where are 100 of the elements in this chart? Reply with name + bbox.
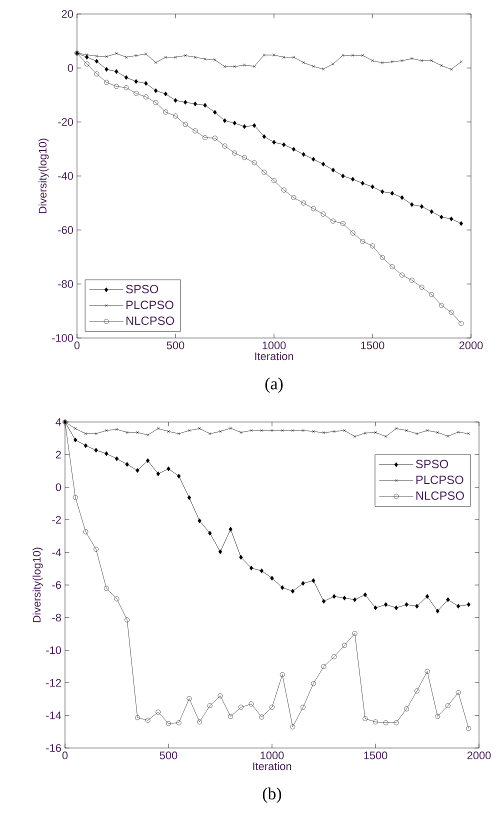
point [330, 218, 336, 224]
point [449, 216, 454, 222]
point [400, 195, 404, 200]
point [176, 720, 182, 726]
y-tick-label: -14 [46, 712, 62, 720]
point [218, 549, 222, 554]
point [136, 468, 140, 473]
point [361, 54, 364, 57]
point [94, 546, 99, 552]
point [320, 212, 326, 217]
point [310, 206, 316, 212]
point [232, 120, 236, 126]
point [291, 429, 294, 432]
point [394, 427, 398, 430]
point [281, 188, 286, 193]
point [390, 60, 394, 64]
x-tick-label: 2000 [467, 752, 491, 760]
y-tick-label: -2 [52, 516, 61, 524]
point [208, 432, 212, 436]
point [218, 693, 223, 698]
point [290, 588, 295, 594]
point [410, 202, 414, 208]
point [301, 200, 306, 206]
point [436, 430, 440, 434]
point [331, 168, 335, 172]
point [173, 114, 178, 119]
point [419, 284, 424, 290]
point [312, 156, 316, 162]
point [187, 495, 192, 500]
point [291, 195, 296, 200]
point [164, 92, 168, 96]
point [84, 61, 90, 66]
point [390, 190, 394, 196]
point [302, 152, 306, 157]
point [262, 54, 266, 56]
point [198, 427, 202, 430]
point [425, 594, 430, 599]
y-tick-label: -60 [58, 226, 74, 234]
point [197, 719, 202, 724]
legend-label: NLCPSO [126, 316, 174, 325]
point [446, 597, 450, 602]
point [202, 135, 208, 140]
point [204, 58, 207, 61]
point [192, 128, 198, 134]
point [290, 724, 296, 730]
point [371, 59, 374, 62]
y-tick-label: -80 [58, 280, 74, 288]
point [352, 630, 358, 636]
point [232, 150, 238, 156]
point [222, 144, 228, 149]
x-tick-label: 1500 [361, 342, 384, 350]
point [292, 146, 296, 152]
point [184, 100, 188, 105]
point [370, 243, 375, 248]
point [134, 54, 138, 58]
point [436, 608, 440, 614]
point [94, 58, 99, 64]
point [182, 122, 188, 127]
point [351, 54, 354, 57]
point [174, 98, 178, 103]
y-tick-label: -20 [58, 118, 74, 126]
point [85, 53, 88, 56]
point [322, 598, 326, 604]
x-tick-label: 1000 [260, 752, 284, 760]
point [134, 90, 139, 96]
point [114, 596, 120, 602]
point [438, 302, 444, 308]
point [415, 604, 419, 609]
point [124, 56, 128, 59]
point [404, 602, 408, 607]
y-tick-label: -6 [52, 581, 61, 589]
point [252, 123, 256, 128]
point [384, 435, 388, 438]
point [321, 162, 326, 167]
point [394, 720, 399, 726]
y-tick-label: 0 [56, 483, 62, 492]
x-tick-label: 2000 [459, 342, 483, 350]
point [409, 278, 414, 283]
point [83, 529, 88, 534]
point [166, 466, 170, 472]
point [144, 80, 148, 86]
point [177, 474, 181, 479]
x-tick-label: 0 [74, 342, 80, 350]
point [222, 118, 227, 124]
point [229, 426, 232, 430]
point [174, 56, 177, 59]
point [213, 110, 217, 115]
point [280, 672, 285, 678]
point [300, 704, 306, 710]
point [435, 714, 440, 719]
point [429, 292, 434, 298]
point [146, 458, 150, 464]
point [456, 604, 460, 609]
point [312, 578, 316, 583]
point [384, 602, 388, 607]
y-tick-label: -8 [52, 614, 61, 622]
y-axis-title: Diversity(log10) [38, 138, 49, 214]
point [350, 176, 355, 182]
point [114, 52, 118, 55]
point [360, 180, 364, 186]
